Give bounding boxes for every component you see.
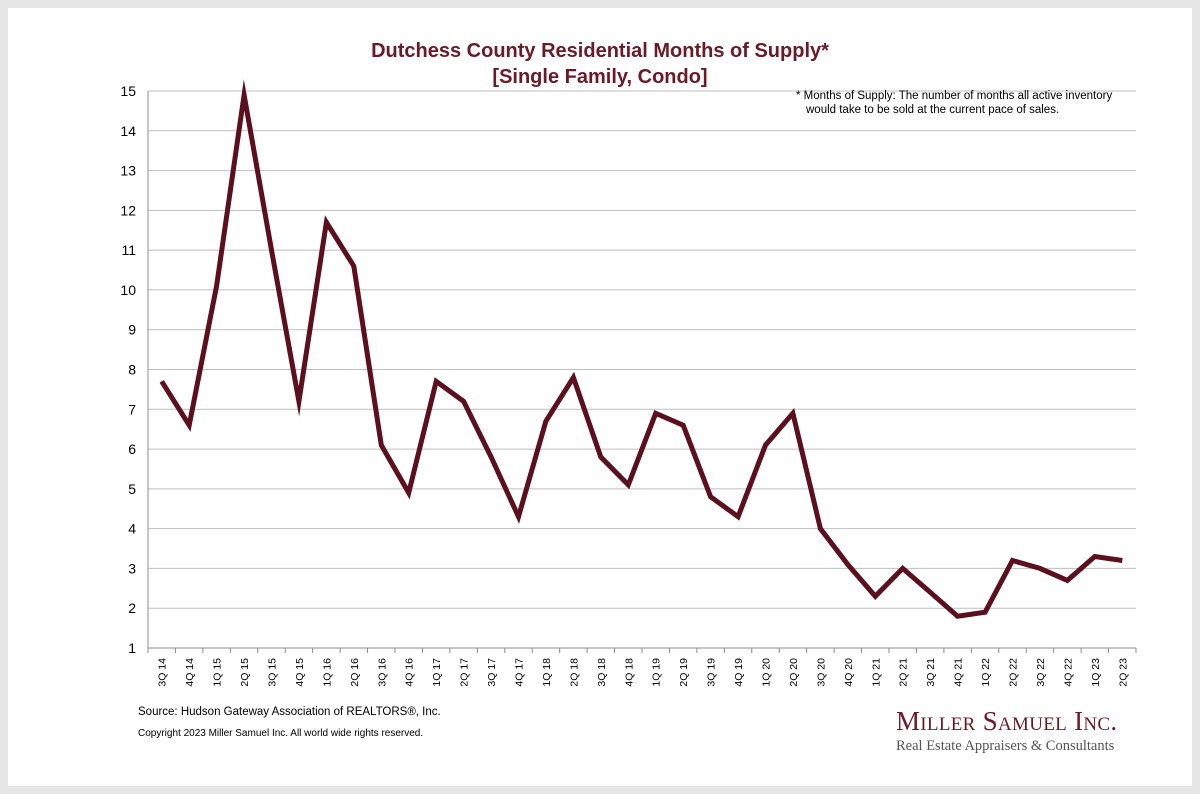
x-tick-label: 3Q 18 <box>596 658 608 687</box>
x-tick-label: 4Q 20 <box>843 658 855 687</box>
x-tick-label: 1Q 18 <box>541 658 553 687</box>
x-tick-label: 2Q 16 <box>349 658 361 687</box>
x-tick-label: 3Q 16 <box>376 658 388 687</box>
chart-title-block: Dutchess County Residential Months of Su… <box>8 38 1192 90</box>
y-tick-label: 8 <box>128 362 136 378</box>
x-tick-label: 1Q 20 <box>761 658 773 687</box>
x-tick-label: 1Q 15 <box>212 658 224 687</box>
y-tick-label: 14 <box>120 123 136 139</box>
x-tick-label: 4Q 17 <box>514 658 526 687</box>
x-tick-label: 2Q 19 <box>678 658 690 687</box>
x-tick-label: 2Q 23 <box>1117 658 1129 687</box>
x-tick-label: 2Q 20 <box>788 658 800 687</box>
x-tick-label: 3Q 20 <box>815 658 827 687</box>
note-line-1: * Months of Supply: The number of months… <box>796 90 1113 102</box>
x-tick-label: 1Q 17 <box>431 658 443 687</box>
brand-logo: Miller Samuel Inc. Real Estate Appraiser… <box>896 706 1136 756</box>
chart-frame: Dutchess County Residential Months of Su… <box>8 8 1192 786</box>
x-tick-label: 4Q 19 <box>733 658 745 687</box>
x-tick-label: 4Q 15 <box>294 658 306 687</box>
y-tick-label: 11 <box>121 242 136 258</box>
x-tick-label: 3Q 15 <box>267 658 279 687</box>
x-tick-label: 1Q 23 <box>1090 658 1102 687</box>
y-tick-label: 12 <box>120 202 136 218</box>
copyright-text: Copyright 2023 Miller Samuel Inc. All wo… <box>138 728 424 739</box>
x-tick-label: 2Q 15 <box>239 658 251 687</box>
months-of-supply-note: * Months of Supply: The number of months… <box>796 89 1136 117</box>
x-tick-label: 3Q 22 <box>1035 658 1047 687</box>
x-tick-label: 2Q 22 <box>1008 658 1020 687</box>
y-tick-label: 2 <box>128 600 136 616</box>
source-text: Source: Hudson Gateway Association of RE… <box>138 706 441 718</box>
y-tick-label: 6 <box>128 441 136 457</box>
y-tick-label: 9 <box>128 322 136 338</box>
x-tick-label: 2Q 18 <box>568 658 580 687</box>
y-tick-label: 7 <box>128 401 136 417</box>
x-tick-label: 4Q 18 <box>623 658 635 687</box>
x-tick-label: 3Q 14 <box>157 658 169 687</box>
chart-title: Dutchess County Residential Months of Su… <box>371 40 829 62</box>
brand-name: Miller Samuel Inc. <box>896 706 1118 736</box>
y-tick-label: 1 <box>128 640 136 656</box>
x-tick-label: 4Q 14 <box>184 658 196 687</box>
x-tick-label: 1Q 16 <box>321 658 333 687</box>
note-line-2: would take to be sold at the current pac… <box>806 104 1060 116</box>
x-tick-label: 3Q 17 <box>486 658 498 687</box>
x-tick-label: 1Q 21 <box>870 658 882 687</box>
x-tick-label: 2Q 17 <box>459 658 471 687</box>
x-tick-label: 1Q 22 <box>980 658 992 687</box>
y-tick-label: 5 <box>128 481 136 497</box>
y-tick-label: 4 <box>128 521 136 537</box>
y-tick-label: 3 <box>128 560 136 576</box>
x-tick-label: 3Q 19 <box>706 658 718 687</box>
series-line <box>159 79 1123 619</box>
x-tick-label: 4Q 22 <box>1062 658 1074 687</box>
x-tick-label: 1Q 19 <box>651 658 663 687</box>
x-tick-label: 2Q 21 <box>898 658 910 687</box>
x-tick-label: 3Q 21 <box>925 658 937 687</box>
y-tick-label: 15 <box>120 83 136 99</box>
y-tick-label: 10 <box>120 282 136 298</box>
x-tick-label: 4Q 21 <box>953 658 965 687</box>
y-tick-label: 13 <box>120 163 136 179</box>
chart-subtitle: [Single Family, Condo] <box>492 66 708 88</box>
brand-tagline: Real Estate Appraisers & Consultants <box>896 738 1115 754</box>
x-tick-label: 4Q 16 <box>404 658 416 687</box>
